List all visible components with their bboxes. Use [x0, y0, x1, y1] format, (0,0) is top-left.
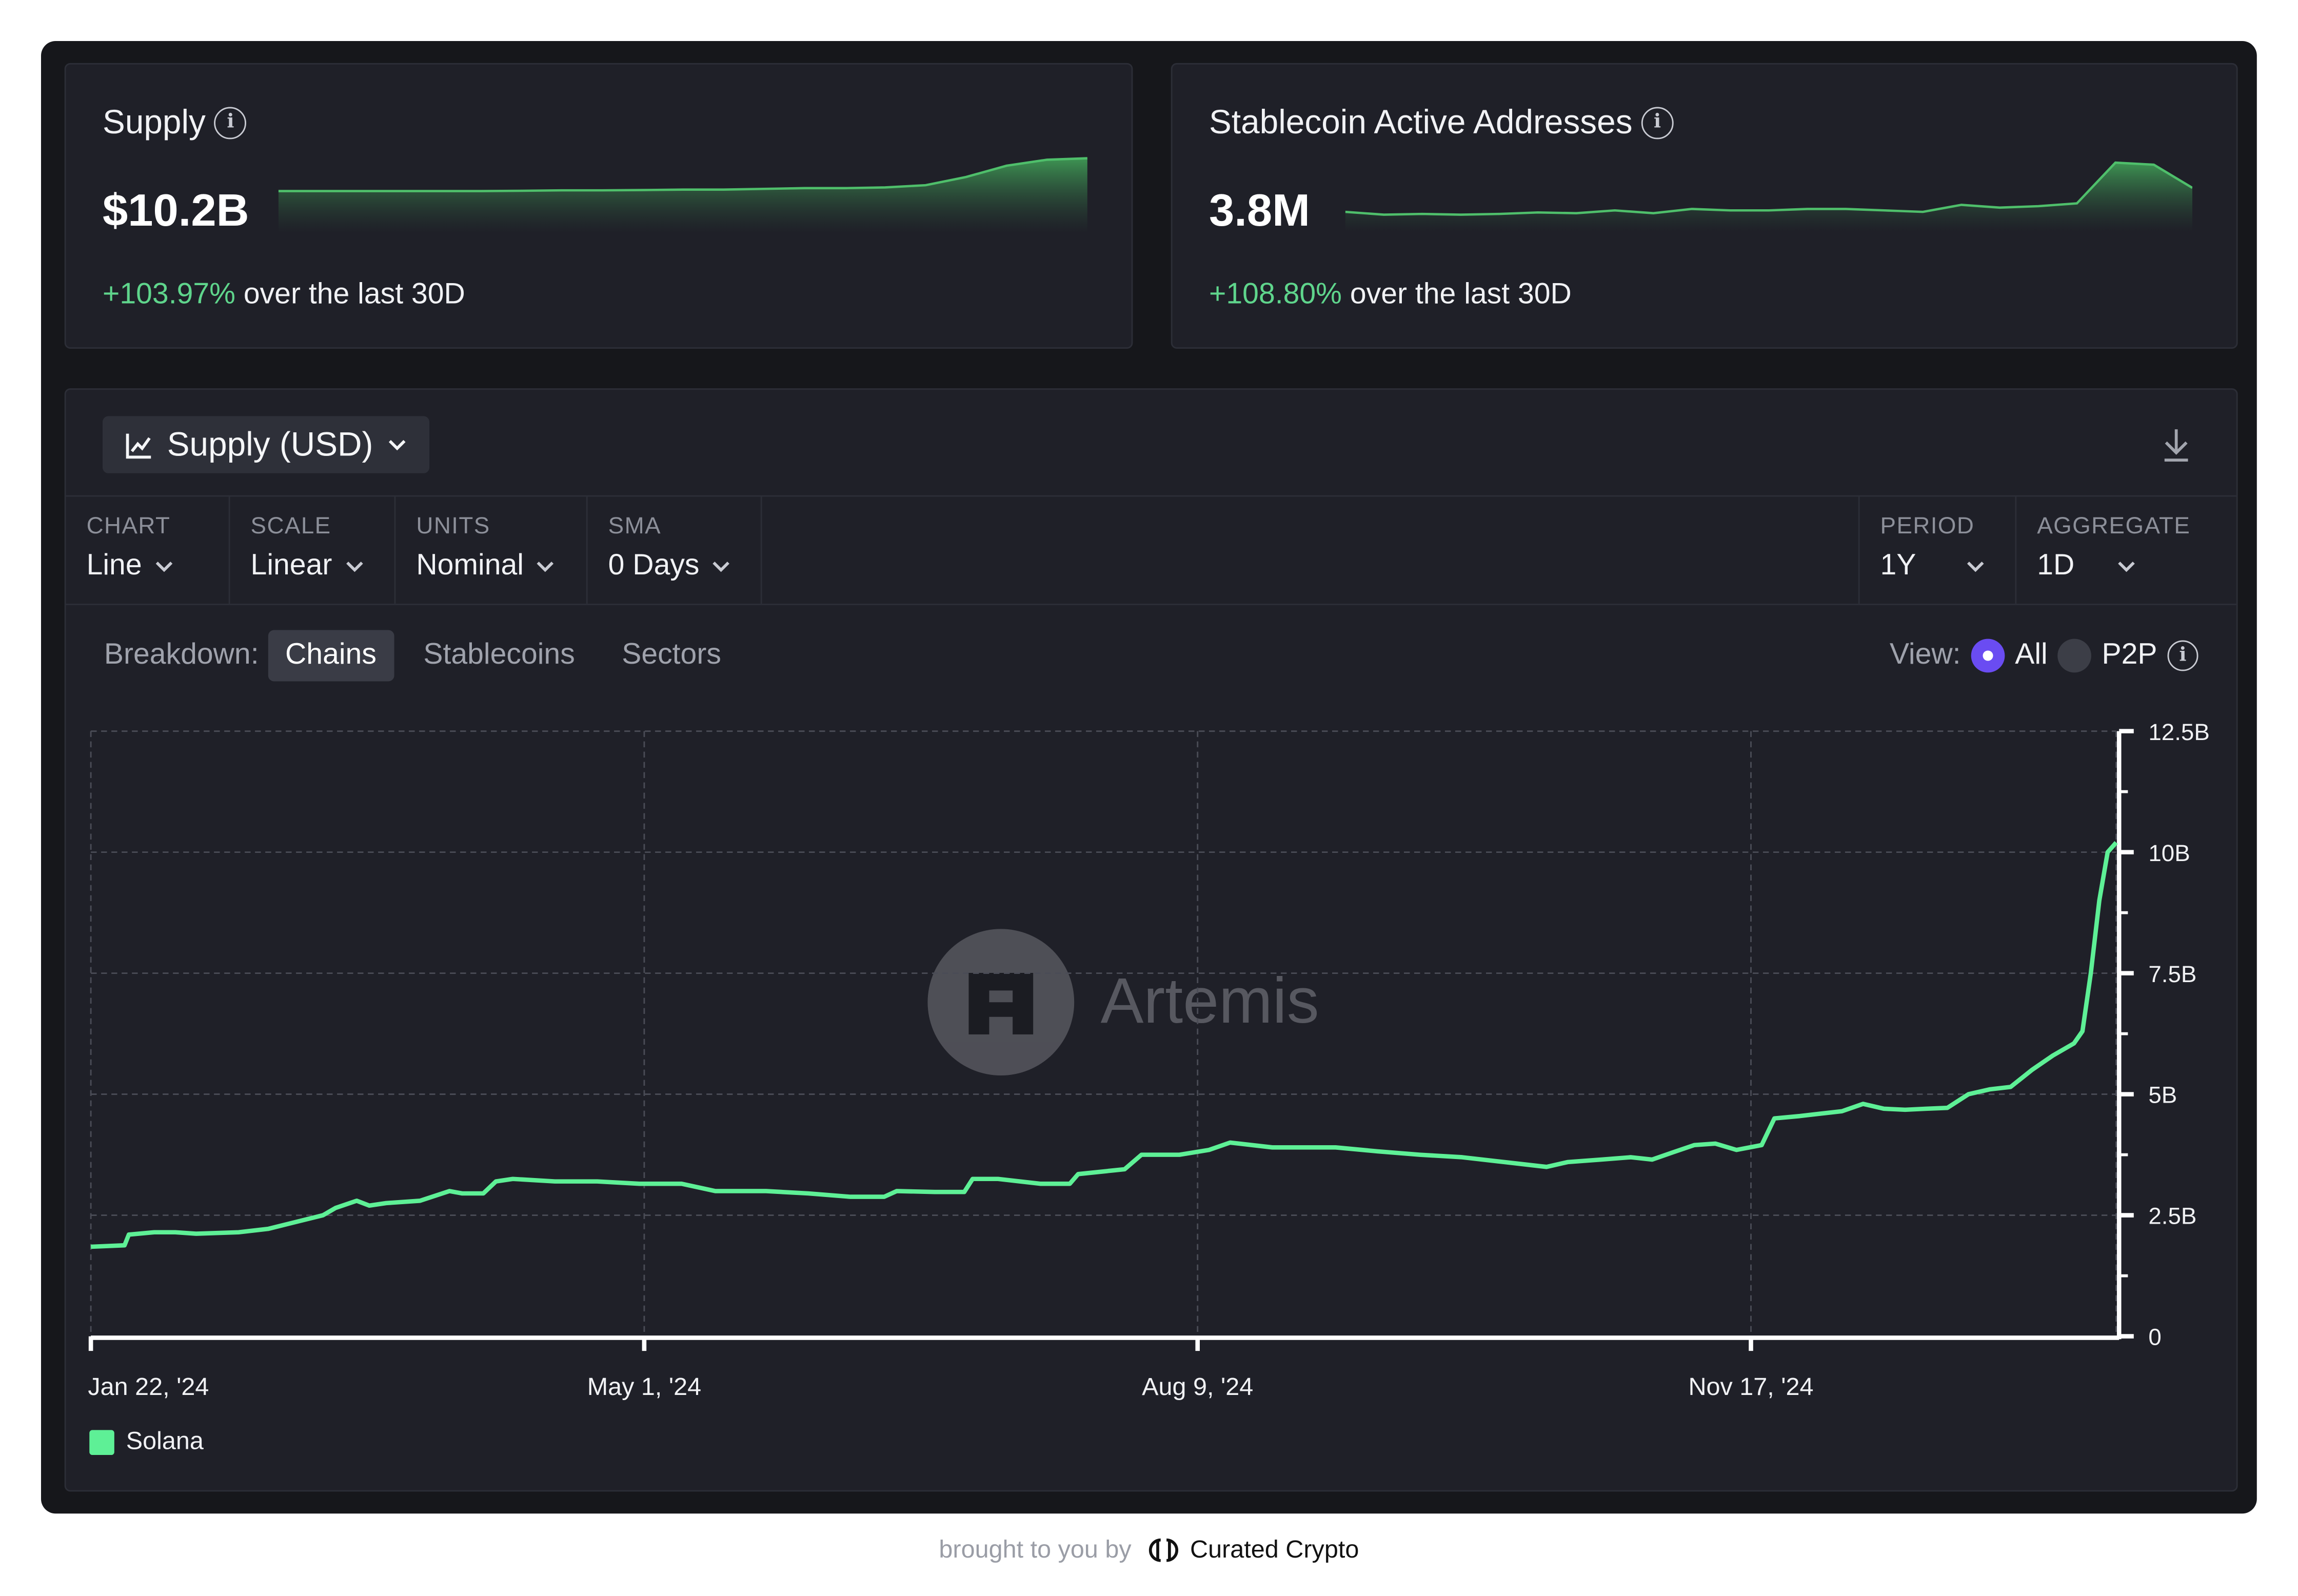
kpi-title-text: Stablecoin Active Addresses [1209, 102, 1633, 141]
info-icon[interactable]: i [214, 106, 247, 138]
control-value: Nominal [416, 549, 556, 583]
chevron-down-icon [713, 561, 730, 571]
sma-control[interactable]: SMA 0 Days [588, 496, 762, 604]
y-tick-label: 10B [2148, 840, 2190, 866]
sparkline-area [1345, 163, 2193, 232]
metric-label: Supply (USD) [167, 425, 373, 463]
breakdown-stablecoins-tab[interactable]: Stablecoins [423, 639, 575, 671]
control-value-text: 1D [2037, 549, 2075, 582]
view-all-radio[interactable] [1971, 639, 2005, 673]
kpi-change-pct: +103.97% [102, 278, 235, 311]
control-value-text: Line [86, 549, 142, 582]
info-icon[interactable]: i [2167, 640, 2198, 671]
chevron-down-icon [155, 561, 172, 571]
control-value: 1Y [1880, 549, 1987, 583]
kpi-title: Stablecoin Active Addresses i [1209, 103, 1674, 142]
view-all-label[interactable]: All [2015, 639, 2048, 671]
kpi-value: $10.2B [102, 184, 249, 236]
footer: brought to you by Curated Crypto [0, 1535, 2298, 1565]
control-value: 1D [2037, 549, 2136, 583]
control-value: Linear [251, 549, 365, 583]
download-icon[interactable] [2160, 426, 2192, 464]
kpi-value: 3.8M [1209, 184, 1310, 236]
control-label: SCALE [250, 514, 331, 540]
scale-control[interactable]: SCALE Linear [230, 496, 396, 604]
control-label: CHART [86, 514, 171, 540]
info-icon[interactable]: i [1641, 106, 1674, 138]
control-label: UNITS [416, 514, 490, 540]
breakdown-label: Breakdown: [104, 639, 259, 671]
supply-kpi-card: Supply i $10.2B +103.97% over the last 3… [64, 63, 1133, 349]
line-chart-icon [126, 433, 151, 458]
chevron-down-icon [537, 561, 554, 571]
aggregate-control[interactable]: AGGREGATE 1D [2015, 496, 2236, 604]
chart-legend: Solana [89, 1427, 204, 1457]
control-value-text: 1Y [1880, 549, 1916, 582]
chart-grid [90, 730, 2117, 1336]
view-p2p-label[interactable]: P2P [2102, 639, 2157, 671]
breakdown-selector: Breakdown: Chains Stablecoins Sectors [104, 630, 739, 682]
footer-prefix: brought to you by [939, 1535, 1132, 1564]
active-addresses-kpi-card: Stablecoin Active Addresses i 3.8M +108.… [1171, 63, 2238, 349]
view-p2p-radio[interactable] [2057, 639, 2092, 673]
chevron-down-icon [1968, 561, 1985, 571]
kpi-change: +108.80% over the last 30D [1209, 278, 1572, 312]
kpi-title: Supply i [103, 103, 247, 142]
breakdown-sectors-tab[interactable]: Sectors [622, 639, 721, 671]
x-tick-label: Jan 22, '24 [88, 1373, 209, 1401]
chevron-down-icon [345, 561, 363, 571]
curated-crypto-logo-icon [1149, 1538, 1179, 1562]
view-selector: View: All P2P i [1890, 639, 2198, 673]
footer-brand[interactable]: Curated Crypto [1146, 1535, 1359, 1565]
y-tick-label: 0 [2148, 1324, 2161, 1350]
x-tick-label: Nov 17, '24 [1688, 1373, 1813, 1401]
artemis-watermark: Artemis [927, 929, 1319, 1076]
control-value: Line [87, 549, 174, 583]
breakdown-chains-tab[interactable]: Chains [267, 630, 394, 682]
main-chart-card: Supply (USD) CHART Line SCALE Linear UNI… [64, 388, 2238, 1492]
legend-label-solana[interactable]: Solana [126, 1427, 204, 1455]
control-value: 0 Days [608, 549, 732, 583]
control-value-text: Linear [250, 549, 332, 582]
kpi-change-pct: +108.80% [1209, 278, 1342, 311]
period-control[interactable]: PERIOD 1Y [1858, 496, 2015, 604]
x-tick-label: Aug 9, '24 [1142, 1373, 1253, 1401]
chart-type-control[interactable]: CHART Line [66, 496, 230, 604]
control-label: SMA [608, 514, 661, 540]
control-label: PERIOD [1880, 514, 1975, 540]
series-line-solana[interactable] [90, 841, 2118, 1249]
supply-sparkline [278, 157, 1087, 233]
active-addresses-sparkline [1345, 161, 2193, 232]
y-tick-label: 5B [2148, 1082, 2177, 1108]
sparkline-area [278, 158, 1087, 233]
control-value-text: 0 Days [608, 549, 700, 582]
legend-swatch-solana [89, 1429, 114, 1454]
kpi-title-text: Supply [102, 102, 206, 141]
watermark-text: Artemis [1101, 964, 1319, 1036]
control-label: AGGREGATE [2037, 514, 2191, 540]
metric-selector[interactable]: Supply (USD) [102, 416, 429, 473]
chevron-down-icon [388, 439, 405, 450]
control-value-text: Nominal [416, 549, 524, 582]
y-tick-label: 2.5B [2148, 1203, 2196, 1229]
kpi-change-suffix: over the last 30D [1341, 278, 1572, 311]
y-tick-label: 12.5B [2148, 719, 2209, 745]
artemis-logo-mark [968, 973, 1034, 1035]
chevron-down-icon [2117, 561, 2134, 571]
footer-brand-name: Curated Crypto [1190, 1535, 1359, 1564]
chart-controls: CHART Line SCALE Linear UNITS Nominal SM… [66, 495, 2236, 605]
units-control[interactable]: UNITS Nominal [395, 496, 588, 604]
view-label: View: [1889, 639, 1961, 671]
x-tick-label: May 1, '24 [587, 1373, 701, 1401]
kpi-change: +103.97% over the last 30D [103, 278, 465, 312]
y-tick-label: 7.5B [2148, 961, 2196, 987]
artemis-logo-icon [927, 929, 1075, 1076]
sparkline-line [1345, 161, 2193, 216]
supply-line-chart: Artemis Jan 22, '24 May 1, '24 Aug 9, '24 No… [88, 719, 2209, 1401]
kpi-change-suffix: over the last 30D [235, 278, 465, 311]
sparkline-line [278, 157, 1087, 192]
